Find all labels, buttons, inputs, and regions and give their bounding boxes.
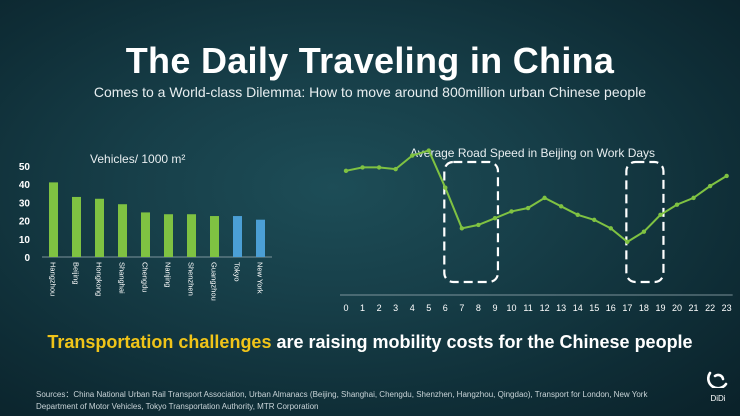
bar-y-tick-label: 40 [19,180,31,191]
speed-data-point [608,226,613,231]
speed-data-point [360,165,365,170]
speed-data-point [707,183,713,189]
line-x-tick-label: 14 [573,303,583,313]
bar-y-tick-label: 50 [19,162,31,173]
bar-category-label: Hongkong [95,262,104,296]
bar [49,182,58,257]
speed-data-point [343,168,349,174]
line-x-tick-label: 4 [410,303,415,313]
didi-logo: DiDi [700,370,736,403]
speed-data-point [509,209,514,214]
bar-y-tick-label: 30 [19,198,31,209]
line-x-tick-label: 22 [705,303,715,313]
bar [118,204,127,257]
bar-chart-title: Vehicles/ 1000 m² [90,152,186,166]
headline: Transportation challenges are raising mo… [0,332,740,353]
speed-data-point [492,215,498,221]
peak-hour-highlight-box [625,160,665,284]
bar-category-label: Shanghai [118,262,127,294]
speed-data-point [393,166,398,172]
peak-hour-highlight-box [443,160,500,284]
bar [187,214,196,257]
speed-data-point [592,217,597,223]
bar-category-label: Hangzhou [49,262,58,296]
speed-data-point [443,185,448,190]
speed-series-line [345,149,728,244]
speed-data-point [542,195,547,201]
speed-data-point [558,204,564,209]
speed-data-point [575,212,580,217]
bar-category-label: Nanjing [164,262,173,287]
bar-category-label: Beijing [72,262,81,285]
bar-chart: 0 10 20 30 40 50 Hangzhou Beijing Hongkong Shangh… [19,162,272,301]
line-x-tick-label: 7 [459,303,464,313]
line-x-tick-label: 19 [655,303,665,313]
bar [210,216,219,257]
speed-data-point [724,173,729,179]
speed-data-point [459,226,465,231]
line-x-tick-label: 2 [377,303,382,313]
line-x-tick-label: 10 [506,303,516,313]
line-x-tick-label: 1 [360,303,365,313]
bar-y-tick-label: 0 [24,253,30,264]
bar-category-label: Shenzhen [187,262,196,296]
bar-category-label: Chengdu [141,262,150,292]
line-x-tick-label: 18 [639,303,649,313]
bar [72,196,81,257]
line-chart-title: Average Road Speed in Beijing on Work Da… [410,146,656,160]
bar-y-tick-label: 10 [19,235,31,246]
bar [233,216,242,257]
line-x-tick-label: 6 [443,303,448,313]
line-x-tick-label: 3 [393,303,398,313]
speed-data-point [691,195,696,201]
line-x-tick-label: 15 [589,303,599,313]
bar [256,219,265,257]
speed-data-point [658,212,663,217]
speed-data-point [525,205,531,211]
bar-category-label: Guangzhou [210,262,219,301]
line-x-tick-label: 13 [556,303,566,313]
line-x-tick-label: 8 [476,303,481,313]
line-x-tick-label: 9 [492,303,497,313]
line-x-tick-label: 5 [426,303,431,313]
bar [164,214,173,257]
speed-data-point [674,202,680,207]
speed-data-point [476,222,481,228]
line-x-tick-label: 23 [722,303,732,313]
bar-y-tick-label: 20 [19,217,31,228]
bar [95,198,104,257]
slide-subtitle: Comes to a World-class Dilemma: How to m… [93,84,647,100]
line-chart: 0 1 2 3 4 5 6 7 8 9 10 11 12 13 14 15 16 17 18 19 20 21 22 23 [340,148,733,313]
slide-title: The Daily Traveling in China [125,40,615,81]
line-x-tick-label: 12 [540,303,550,313]
bar [141,212,150,257]
bar-category-label: New York [256,262,265,294]
line-x-tick-label: 0 [343,303,348,313]
line-x-tick-label: 21 [689,303,699,313]
speed-data-point [641,229,647,234]
speed-data-point [625,239,630,245]
bar-category-label: Tokyo [233,262,242,282]
speed-data-point [426,148,431,153]
speed-data-point [376,165,382,170]
logo-text: DiDi [710,394,726,403]
line-x-tick-label: 16 [606,303,616,313]
headline-highlight: Transportation challenges [47,332,272,352]
didi-logo-icon [707,371,728,390]
line-x-tick-label: 17 [622,303,632,313]
sources-note: Sources：China National Urban Rail Transp… [36,390,648,411]
line-x-tick-label: 20 [672,303,682,313]
line-x-tick-label: 11 [523,303,532,313]
speed-data-point [410,153,415,158]
headline-rest: are raising mobility costs for the Chine… [271,332,693,352]
